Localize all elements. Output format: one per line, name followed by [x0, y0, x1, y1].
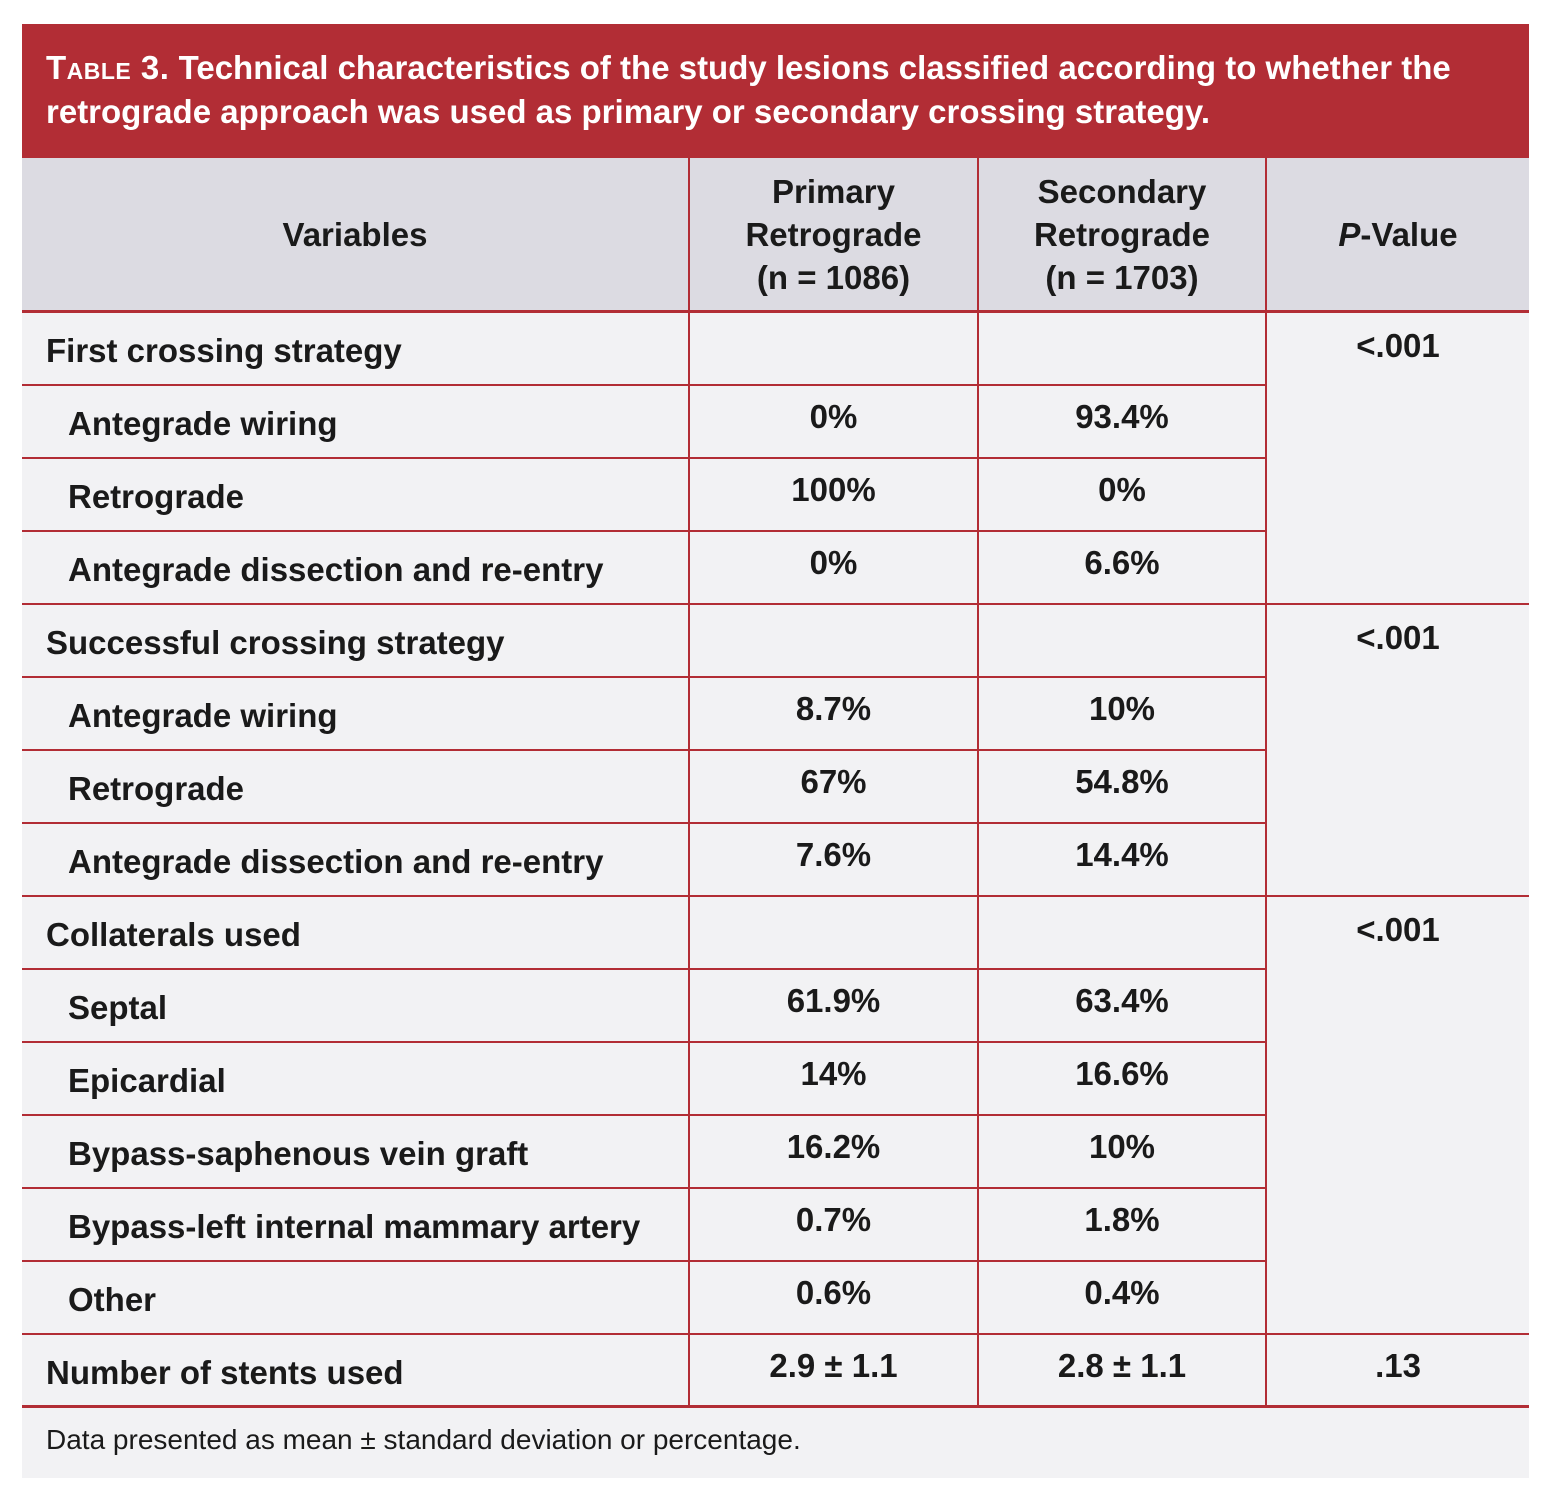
table-caption-text: Technical characteristics of the study l… [46, 49, 1451, 130]
table-figure: Table 3. Technical characteristics of th… [22, 24, 1529, 1478]
primary-value: 8.7% [688, 676, 978, 751]
pvalue-cell: <.001 [1265, 603, 1529, 897]
secondary-value: 6.6% [977, 530, 1266, 605]
primary-value: 0.6% [688, 1260, 978, 1335]
table-row: First crossing strategy <.001 [22, 311, 1529, 605]
table-row: Other 0.6% 0.4% [22, 1260, 1529, 1335]
row-label: Antegrade dissection and re-entry [22, 530, 689, 605]
row-label: Bypass-saphenous vein graft [22, 1114, 689, 1189]
header-variables: Variables [22, 158, 689, 312]
row-label: Antegrade dissection and re-entry [22, 822, 689, 897]
group-label: Successful crossing strategy [22, 603, 689, 678]
primary-value: 67% [688, 749, 978, 824]
secondary-value: 93.4% [977, 384, 1266, 459]
row-label: Other [22, 1260, 689, 1335]
primary-value: 14% [688, 1041, 978, 1116]
header-secondary-line2: Retrograde [1033, 215, 1211, 253]
secondary-value: 2.8 ± 1.1 [977, 1333, 1266, 1408]
group-label: Number of stents used [22, 1333, 689, 1408]
table-caption-label: Table 3. [46, 49, 170, 86]
header-pvalue: P-Value [1265, 158, 1529, 312]
group-label: First crossing strategy [22, 311, 689, 386]
primary-value: 2.9 ± 1.1 [688, 1333, 978, 1408]
group-label: Collaterals used [22, 895, 689, 970]
secondary-value: 14.4% [977, 822, 1266, 897]
table-row: Antegrade wiring 0% 93.4% [22, 384, 1529, 459]
header-primary-line2: Retrograde [745, 215, 922, 253]
header-row: Variables Primary Retrograde (n = 1086) … [22, 158, 1529, 312]
secondary-value: 10% [977, 1114, 1266, 1189]
row-label: Septal [22, 968, 689, 1043]
table-row: Antegrade wiring 8.7% 10% [22, 676, 1529, 751]
row-label: Retrograde [22, 749, 689, 824]
pvalue-cell: <.001 [1265, 311, 1529, 605]
table-caption: Table 3. Technical characteristics of th… [22, 24, 1529, 158]
secondary-value: 63.4% [977, 968, 1266, 1043]
header-pvalue-p: P [1338, 215, 1361, 253]
secondary-value: 54.8% [977, 749, 1266, 824]
row-label: Antegrade wiring [22, 384, 689, 459]
secondary-value: 16.6% [977, 1041, 1266, 1116]
row-label: Antegrade wiring [22, 676, 689, 751]
table-row: Bypass-saphenous vein graft 16.2% 10% [22, 1114, 1529, 1189]
primary-value: 16.2% [688, 1114, 978, 1189]
secondary-value: 0.4% [977, 1260, 1266, 1335]
header-primary: Primary Retrograde (n = 1086) [688, 158, 978, 312]
row-label: Retrograde [22, 457, 689, 532]
primary-value: 0.7% [688, 1187, 978, 1262]
primary-value: 100% [688, 457, 978, 532]
data-table: Variables Primary Retrograde (n = 1086) … [22, 158, 1529, 1408]
secondary-value: 10% [977, 676, 1266, 751]
primary-value: 61.9% [688, 968, 978, 1043]
header-secondary-line1: Secondary [1037, 172, 1207, 210]
header-primary-line3: (n = 1086) [756, 258, 911, 296]
table-row: Successful crossing strategy <.001 [22, 603, 1529, 897]
header-pvalue-rest: -Value [1360, 215, 1458, 253]
table-row: Epicardial 14% 16.6% [22, 1041, 1529, 1116]
primary-value: 7.6% [688, 822, 978, 897]
table-row: Bypass-left internal mammary artery 0.7%… [22, 1187, 1529, 1262]
table-row: Antegrade dissection and re-entry 0% 6.6… [22, 530, 1529, 605]
header-primary-line1: Primary [772, 172, 895, 210]
primary-value: 0% [688, 530, 978, 605]
row-label: Bypass-left internal mammary artery [22, 1187, 689, 1262]
secondary-value: 1.8% [977, 1187, 1266, 1262]
header-secondary: Secondary Retrograde (n = 1703) [977, 158, 1266, 312]
secondary-value: 0% [977, 457, 1266, 532]
table-row: Antegrade dissection and re-entry 7.6% 1… [22, 822, 1529, 897]
table-footnote: Data presented as mean ± standard deviat… [22, 1408, 1529, 1478]
header-secondary-line3: (n = 1703) [1045, 258, 1199, 296]
pvalue-cell: .13 [1265, 1333, 1529, 1408]
table-row-stents: Number of stents used 2.9 ± 1.1 2.8 ± 1.… [22, 1333, 1529, 1408]
primary-value: 0% [688, 384, 978, 459]
table-row: Collaterals used <.001 [22, 895, 1529, 1335]
row-label: Epicardial [22, 1041, 689, 1116]
table-row: Septal 61.9% 63.4% [22, 968, 1529, 1043]
table-row: Retrograde 100% 0% [22, 457, 1529, 532]
table-row: Retrograde 67% 54.8% [22, 749, 1529, 824]
pvalue-cell: <.001 [1265, 895, 1529, 1335]
